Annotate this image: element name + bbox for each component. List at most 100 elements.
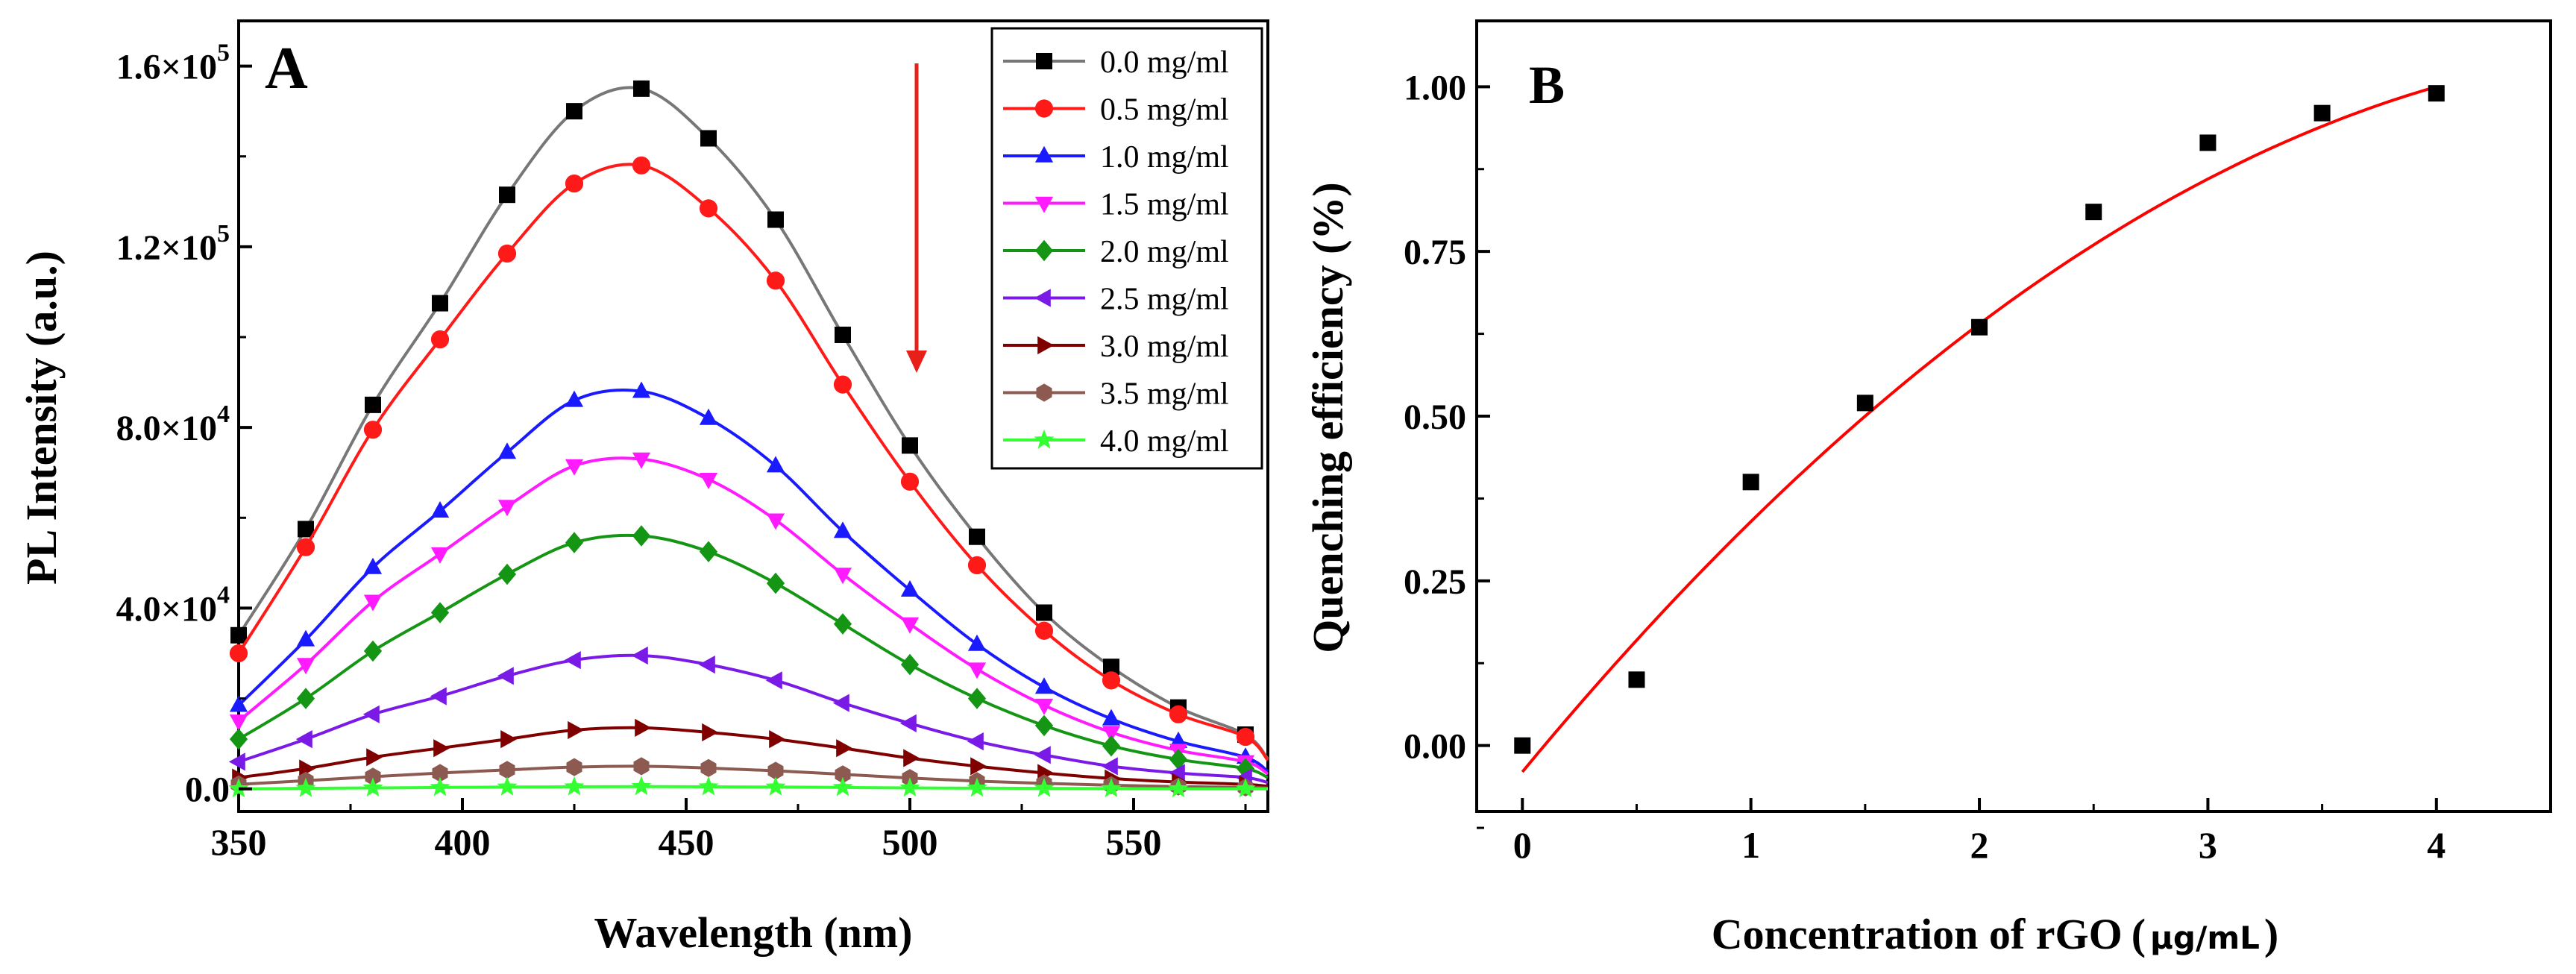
data-point	[1036, 604, 1052, 621]
series-line	[237, 86, 1269, 761]
data-point	[229, 695, 248, 712]
data-point	[900, 617, 920, 634]
data-point	[366, 748, 383, 767]
y-tick-label: 8.0×104	[116, 400, 230, 448]
data-point	[1034, 677, 1054, 694]
data-point	[1102, 735, 1121, 757]
data-point	[432, 295, 448, 312]
data-point	[1514, 737, 1531, 754]
legend-marker	[1036, 383, 1052, 402]
legend-marker	[1034, 429, 1055, 449]
data-point	[2085, 204, 2102, 221]
x-axis-label-b-text: Concentration of rGO	[1712, 910, 2123, 958]
series-0	[230, 80, 1269, 761]
data-point	[497, 500, 517, 517]
data-point	[229, 714, 248, 732]
data-point	[702, 723, 719, 742]
x-axis-label-b: Concentration of rGO(μg/mL)	[1712, 910, 2278, 958]
data-point	[363, 640, 383, 662]
data-point	[835, 765, 851, 784]
data-point	[566, 758, 582, 776]
axis-ticks-b: 0 1 2 3 4 0.00 0.25 0.50 0.75 1.00	[1404, 68, 2445, 866]
legend-label: 0.5 mg/ml	[1100, 93, 1229, 128]
data-point	[363, 557, 383, 574]
data-point	[1102, 708, 1121, 726]
x-tick-label: 1	[1741, 824, 1760, 866]
data-point	[1169, 749, 1188, 770]
series-4	[229, 525, 1269, 779]
legend-marker	[1034, 145, 1054, 163]
data-point	[832, 694, 849, 712]
y-tick-mantissa: 1.6×10	[116, 48, 217, 87]
data-point	[430, 602, 450, 623]
data-point	[499, 186, 515, 204]
data-point	[229, 728, 248, 750]
data-point	[1169, 705, 1188, 723]
data-point	[899, 777, 920, 797]
data-point	[230, 626, 247, 644]
data-point	[432, 764, 448, 782]
legend-marker	[1034, 196, 1054, 213]
data-point	[433, 739, 450, 758]
y-tick-mantissa: 4.0×10	[116, 589, 217, 629]
data-point	[700, 130, 717, 147]
data-point	[967, 777, 987, 797]
data-point	[969, 528, 985, 545]
data-point	[1628, 671, 1645, 688]
data-point	[833, 521, 852, 538]
legend-label: 3.5 mg/ml	[1100, 377, 1229, 412]
data-point	[902, 437, 918, 454]
data-point	[497, 776, 518, 796]
data-point	[1168, 764, 1185, 782]
fit-curve	[1521, 85, 2437, 773]
data-point	[900, 472, 920, 491]
legend-marker	[1034, 289, 1051, 307]
data-point	[1236, 727, 1255, 747]
legend-item-7: 3.5 mg/ml	[1003, 377, 1229, 412]
data-point	[228, 753, 245, 771]
legend-marker	[1036, 53, 1052, 69]
scatter-points	[1514, 85, 2445, 754]
data-point	[298, 521, 314, 538]
data-point	[568, 720, 585, 740]
data-point	[1971, 318, 1988, 336]
data-point	[1742, 474, 1759, 491]
data-point	[698, 776, 719, 796]
data-point	[565, 390, 584, 407]
data-point	[700, 758, 717, 777]
data-point	[564, 776, 585, 796]
data-point	[833, 375, 852, 394]
data-point	[769, 730, 786, 749]
data-point	[430, 330, 450, 349]
data-point	[766, 513, 785, 530]
data-point	[765, 671, 782, 690]
y-tick-exponent: 5	[217, 40, 230, 67]
legend-label: 0.0 mg/ml	[1100, 45, 1229, 80]
data-point	[565, 532, 584, 553]
y-tick-label: 0.75	[1404, 233, 1466, 272]
x-unit-close-paren: )	[2264, 910, 2278, 958]
data-point	[362, 777, 383, 797]
legend-label: 3.0 mg/ml	[1100, 330, 1229, 364]
data-point	[1034, 621, 1054, 640]
y-tick-label: 0.0	[185, 770, 230, 810]
legend-marker	[1034, 239, 1054, 262]
data-point	[296, 538, 315, 556]
y-tick-exponent: 4	[217, 400, 230, 428]
data-point	[565, 174, 584, 193]
data-point	[497, 442, 517, 459]
data-point	[299, 759, 316, 778]
data-point	[767, 761, 784, 780]
x-tick-label: 0	[1513, 824, 1532, 866]
x-unit-open-paren: (	[2132, 910, 2146, 958]
legend-item-8: 4.0 mg/ml	[1003, 424, 1229, 459]
y-tick-label: 0.25	[1404, 562, 1466, 602]
data-point	[633, 757, 650, 776]
x-axis-unit: μg/mL	[2150, 920, 2260, 956]
data-point	[566, 103, 582, 120]
data-point	[497, 244, 517, 263]
data-point	[1102, 671, 1121, 690]
panel-label-a: A	[265, 36, 308, 101]
y-tick-mantissa: 1.2×10	[116, 228, 217, 268]
plot-frame-b	[1475, 19, 2552, 813]
